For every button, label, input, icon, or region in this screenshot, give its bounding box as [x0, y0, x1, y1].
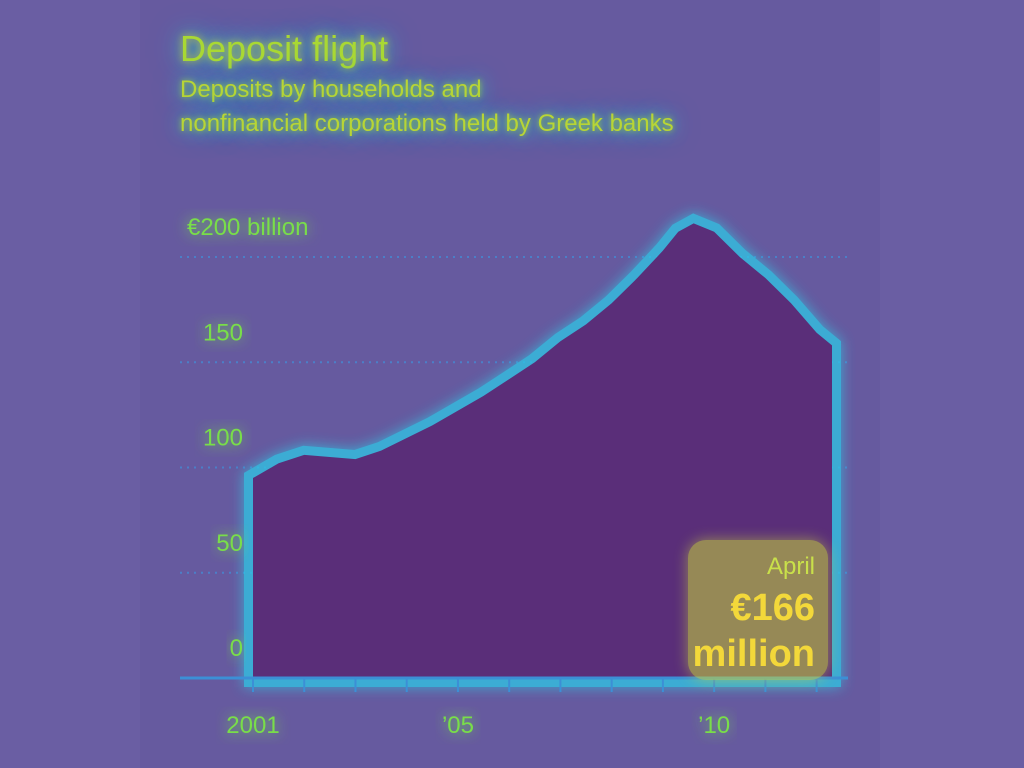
y-tick-label: 50: [216, 530, 243, 557]
chart-title: Deposit flight: [180, 28, 389, 69]
callout-month: April: [767, 553, 815, 580]
data-area-layer: [244, 213, 841, 687]
y-tick-label: 150: [203, 319, 243, 346]
callout-glow: [688, 540, 828, 680]
y-tick-labels: 0 50 100 150 €200 billion: [187, 214, 308, 662]
y-tick-label: €200 billion: [187, 214, 308, 241]
callout-unit: million: [693, 633, 815, 675]
chart-subtitle-line-2: nonfinancial corporations held by Greek …: [180, 110, 674, 137]
x-tick-label: ’10: [698, 712, 730, 739]
x-tick-label: ’05: [442, 712, 474, 739]
y-tick-label: 0: [230, 635, 243, 662]
y-tick-label: 100: [203, 425, 243, 452]
x-tick-labels: 2001 ’05 ’10: [226, 712, 730, 739]
chart-subtitle-line-1: Deposits by households and: [180, 76, 482, 103]
latest-value-callout: April €166 million: [688, 540, 828, 680]
x-tick-label: 2001: [226, 712, 279, 739]
callout-value: €166: [730, 587, 815, 629]
data-area: [253, 223, 832, 678]
